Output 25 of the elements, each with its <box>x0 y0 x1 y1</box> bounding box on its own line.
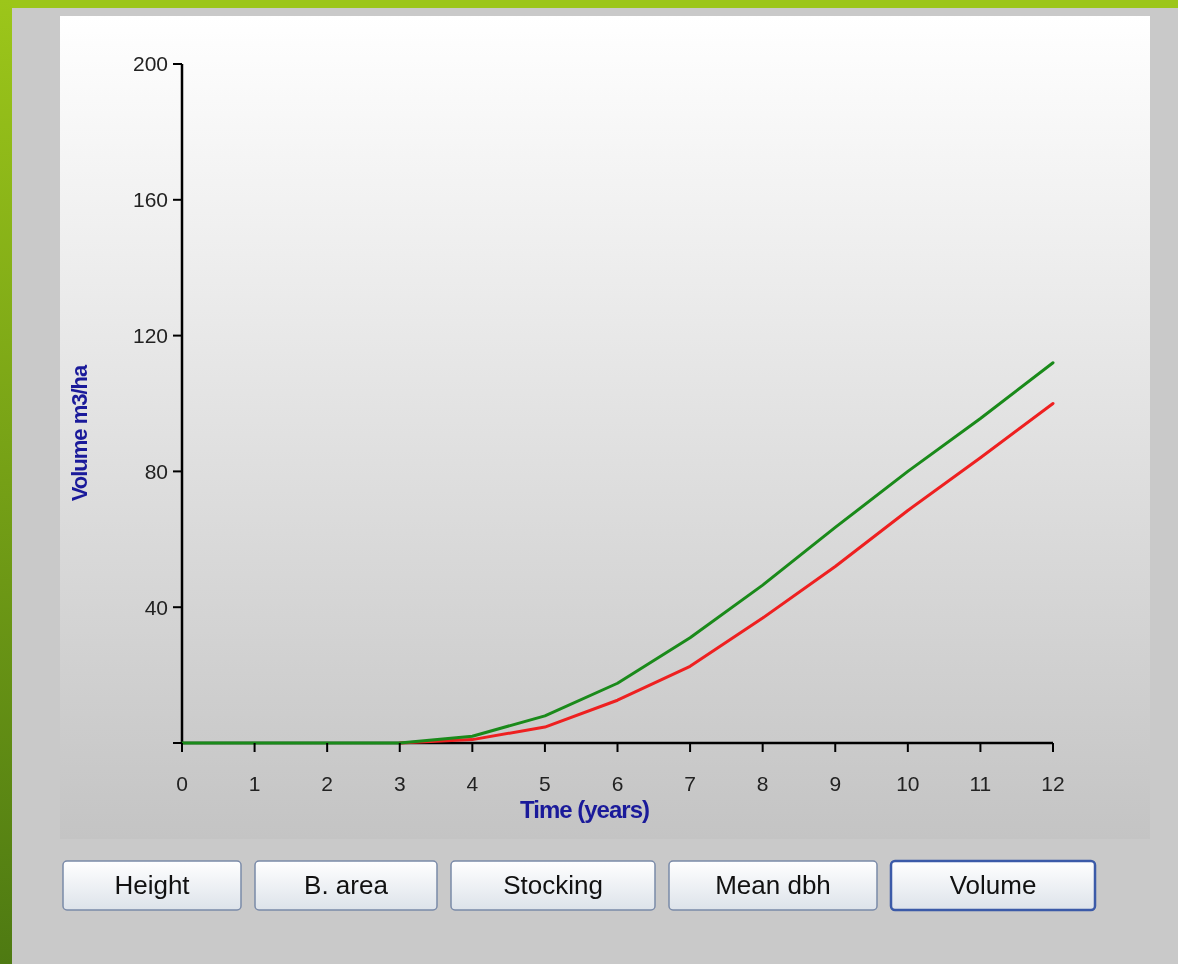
x-tick-label: 7 <box>684 772 696 795</box>
button: Stocking <box>450 860 656 911</box>
y-tick-label: 40 <box>144 595 168 619</box>
button: Volume <box>889 859 1097 912</box>
x-tick-label: 4 <box>466 772 479 795</box>
x-tick-label: 6 <box>611 772 624 795</box>
x-axis-title: Time (years) <box>520 796 649 823</box>
x-tick-label: 9 <box>829 772 842 795</box>
button: B. area <box>254 860 438 911</box>
y-tick-label: 120 <box>132 323 168 347</box>
button: Mean dbh <box>668 860 878 911</box>
y-axis-title: Volume m3/ha <box>67 363 92 502</box>
x-tick-label: 2 <box>321 772 334 795</box>
x-tick-label: 3 <box>393 772 406 795</box>
x-tick-label: 0 <box>176 772 188 795</box>
x-tick-label: 12 <box>1041 772 1065 795</box>
y-tick-label: 160 <box>132 188 168 212</box>
x-tick-label: 5 <box>539 772 551 795</box>
x-tick-label: 1 <box>248 772 261 795</box>
x-tick-label: 8 <box>756 772 769 795</box>
x-tick-label: 10 <box>896 772 920 795</box>
x-tick-label: 11 <box>969 772 992 795</box>
y-tick-label: 200 <box>132 52 168 76</box>
y-tick-label: 80 <box>144 459 168 483</box>
button: Height <box>62 860 242 911</box>
